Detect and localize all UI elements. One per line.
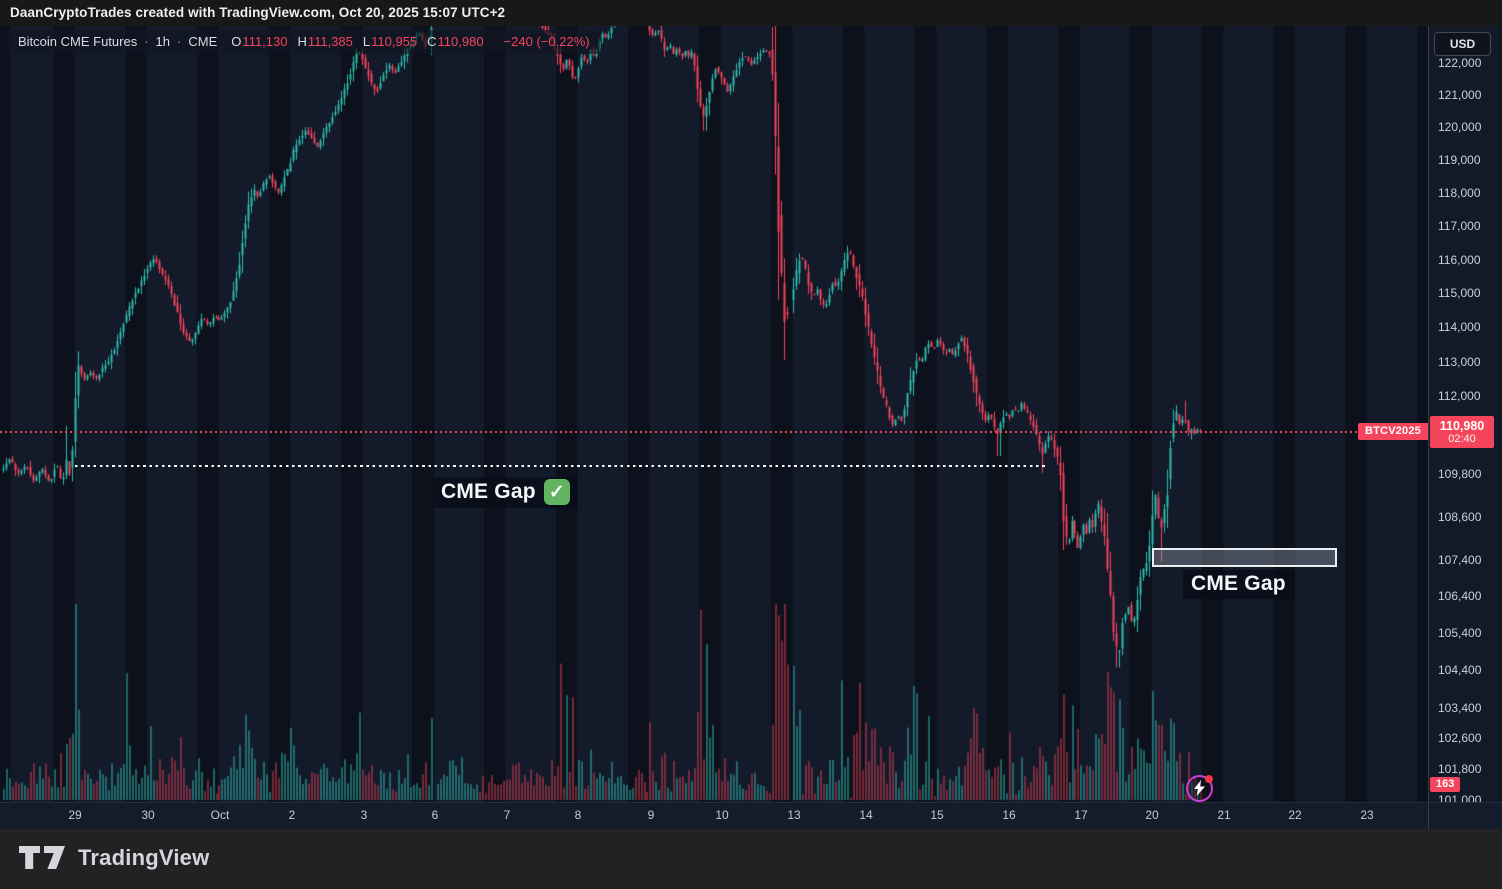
cme-gap-filled-line[interactable] bbox=[75, 464, 1045, 468]
cme-gap-open-text: CME Gap bbox=[1191, 572, 1286, 595]
price-tick: 118,000 bbox=[1438, 185, 1481, 200]
currency-toggle-button[interactable]: USD bbox=[1434, 32, 1491, 56]
watermark-text: DaanCryptoTrades created with TradingVie… bbox=[10, 5, 506, 20]
time-tick: Oct bbox=[210, 808, 230, 822]
symbol-legend[interactable]: Bitcoin CME Futures · 1h · CME O 111,130 H… bbox=[8, 30, 600, 54]
ohlc-item: O 111,130 bbox=[231, 34, 287, 49]
tradingview-glyph-icon bbox=[19, 846, 65, 869]
price-tick: 103,400 bbox=[1438, 700, 1482, 715]
time-tick: 7 bbox=[503, 808, 511, 822]
chart-pane[interactable]: CME Gap ✓ CME Gap Bitcoin CME Futures · … bbox=[0, 26, 1428, 802]
exchange-label: CME bbox=[188, 34, 218, 49]
price-tick: 104,400 bbox=[1438, 663, 1482, 678]
time-tick: 6 bbox=[431, 808, 439, 822]
time-tick: 21 bbox=[1217, 808, 1231, 822]
price-tick: 121,000 bbox=[1438, 88, 1482, 103]
price-tick: 116,000 bbox=[1438, 252, 1481, 267]
ohlc-value: 110,955 bbox=[371, 34, 418, 49]
price-tick: 105,400 bbox=[1438, 626, 1482, 641]
price-tick: 107,400 bbox=[1438, 552, 1482, 567]
ohlc-key: O bbox=[231, 34, 242, 49]
time-tick: 14 bbox=[859, 808, 873, 822]
legend-separator: · bbox=[144, 34, 149, 49]
ohlc-value: 110,980 bbox=[437, 34, 484, 49]
time-tick: 30 bbox=[141, 808, 155, 822]
time-tick: 22 bbox=[1288, 808, 1302, 822]
time-tick: 23 bbox=[1360, 808, 1374, 822]
price-tick: 120,000 bbox=[1438, 120, 1482, 135]
ohlc-value: 111,385 bbox=[307, 34, 353, 49]
ohlc-item: C 110,980 bbox=[427, 34, 483, 49]
price-tick: 101,000 bbox=[1438, 792, 1482, 802]
price-tick: 102,600 bbox=[1438, 731, 1482, 746]
footer-bar: TradingView bbox=[0, 829, 1502, 889]
time-tick: 15 bbox=[930, 808, 944, 822]
bar-countdown: 02:40 bbox=[1448, 432, 1476, 445]
ohlc-values: O 111,130 H 111,385 L 110,955 C 110,980 bbox=[231, 34, 489, 49]
cme-gap-box[interactable] bbox=[1152, 547, 1337, 567]
price-tick: 113,000 bbox=[1438, 354, 1481, 369]
tradingview-wordmark: TradingView bbox=[78, 844, 210, 870]
time-tick: 8 bbox=[574, 808, 582, 822]
price-tick: 101,800 bbox=[1438, 761, 1482, 776]
watermark-strip: DaanCryptoTrades created with TradingVie… bbox=[0, 0, 1502, 26]
ohlc-key: C bbox=[427, 34, 437, 49]
cme-gap-open-label[interactable]: CME Gap bbox=[1183, 570, 1294, 599]
price-tick: 109,800 bbox=[1438, 466, 1482, 481]
time-tick: 3 bbox=[360, 808, 368, 822]
time-axis[interactable]: 29 30 Oct 2 3 6 7 8 9 10 13 14 15 16 17 20 21 22 23 bbox=[0, 802, 1502, 830]
volume-badge: 163 bbox=[1430, 777, 1461, 792]
price-tick: 117,000 bbox=[1438, 219, 1481, 234]
time-tick: 9 bbox=[647, 808, 655, 822]
time-tick: 17 bbox=[1074, 808, 1088, 822]
time-tick: 2 bbox=[288, 808, 296, 822]
price-tick: 114,000 bbox=[1438, 320, 1481, 335]
cme-gap-filled-text: CME Gap bbox=[441, 480, 536, 503]
time-tick: 16 bbox=[1002, 808, 1016, 822]
price-tick: 106,400 bbox=[1438, 589, 1482, 604]
candlestick-canvas[interactable] bbox=[0, 26, 1428, 802]
ohlc-item: H 111,385 bbox=[297, 34, 352, 49]
time-axis-corner bbox=[1428, 803, 1502, 830]
notification-dot bbox=[1205, 775, 1213, 783]
tradingview-logo[interactable]: TradingView bbox=[18, 843, 209, 872]
cme-gap-filled-label[interactable]: CME Gap ✓ bbox=[433, 477, 578, 508]
price-tick: 108,600 bbox=[1438, 509, 1482, 524]
last-price-badge[interactable]: 110,980 02:40 bbox=[1430, 416, 1494, 449]
time-tick: 13 bbox=[787, 808, 801, 822]
interval-label[interactable]: 1h bbox=[155, 34, 171, 49]
contract-price-tag: BTCV2025 bbox=[1357, 423, 1428, 441]
last-price-value: 110,980 bbox=[1439, 418, 1485, 433]
lightning-bolt-icon bbox=[1194, 780, 1205, 796]
last-price-line bbox=[0, 431, 1428, 434]
price-axis[interactable]: USD 122,000 121,000 120,000 119,000 118,000 1… bbox=[1428, 26, 1502, 802]
symbol-title[interactable]: Bitcoin CME Futures bbox=[18, 34, 138, 49]
price-tick: 115,000 bbox=[1438, 286, 1481, 301]
price-tick: 119,000 bbox=[1438, 153, 1481, 168]
price-tick: 112,000 bbox=[1438, 389, 1481, 404]
ohlc-item: L 110,955 bbox=[363, 34, 417, 49]
time-tick: 10 bbox=[715, 808, 729, 822]
time-tick: 20 bbox=[1145, 808, 1159, 822]
check-emoji-icon: ✓ bbox=[543, 479, 570, 505]
legend-separator: · bbox=[177, 34, 182, 49]
change-value: −240 (−0.22%) bbox=[503, 34, 590, 49]
ohlc-value: 111,130 bbox=[242, 34, 288, 49]
ohlc-key: H bbox=[297, 34, 307, 49]
events-flash-icon[interactable] bbox=[1186, 775, 1213, 802]
ohlc-key: L bbox=[362, 34, 371, 49]
time-tick: 29 bbox=[68, 808, 82, 822]
price-tick: 122,000 bbox=[1438, 56, 1482, 70]
